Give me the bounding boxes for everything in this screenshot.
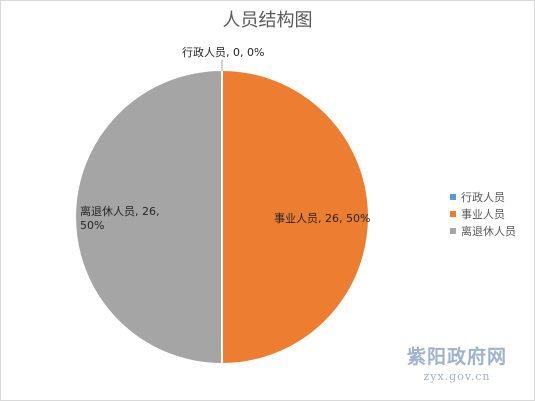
legend: 行政人员 事业人员 离退休人员 xyxy=(450,188,516,239)
legend-swatch-事业人员 xyxy=(450,210,456,217)
data-label-行政人员: 行政人员, 0, 0% xyxy=(182,46,265,59)
data-label-事业人员: 事业人员, 26, 50% xyxy=(274,212,371,225)
legend-swatch-离退休人员 xyxy=(450,227,456,234)
legend-swatch-行政人员 xyxy=(450,193,456,200)
watermark-name: 紫阳政府网 xyxy=(406,346,507,368)
watermark-logo: 紫阳政府网 zyx.gov.cn xyxy=(407,342,507,383)
legend-item-行政人员: 行政人员 xyxy=(450,188,516,205)
data-label-离退休人员: 离退休人员, 26, 50% xyxy=(80,205,160,232)
legend-item-事业人员: 事业人员 xyxy=(450,205,516,222)
chart-title: 人员结构图 xyxy=(222,10,313,31)
legend-item-离退休人员: 离退休人员 xyxy=(450,222,516,239)
pie-slice-离退休人员 xyxy=(74,68,223,366)
watermark-url: zyx.gov.cn xyxy=(423,370,491,383)
pie-slice-事业人员 xyxy=(221,68,370,366)
